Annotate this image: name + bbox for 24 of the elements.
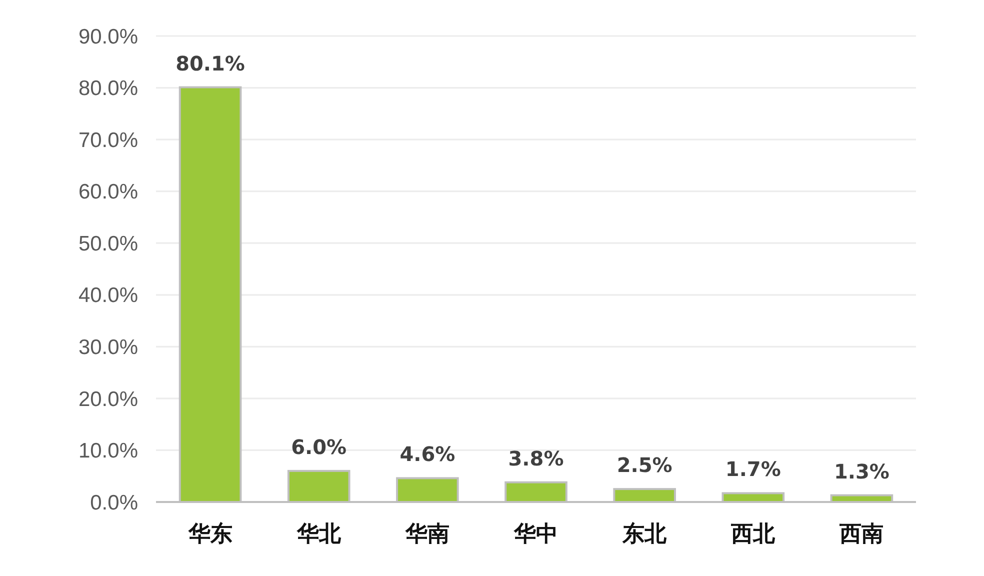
data-label: 4.6% bbox=[400, 442, 456, 466]
y-tick-label: 70.0% bbox=[78, 128, 138, 152]
data-label: 1.3% bbox=[834, 459, 890, 484]
y-tick-label: 90.0% bbox=[78, 25, 138, 48]
data-label: 3.8% bbox=[508, 446, 564, 470]
y-tick-label: 30.0% bbox=[78, 336, 138, 360]
y-tick-label: 20.0% bbox=[78, 388, 138, 411]
data-label: 1.7% bbox=[725, 457, 781, 482]
y-tick-label: 60.0% bbox=[78, 180, 138, 204]
x-tick-label: 西北 bbox=[730, 521, 776, 547]
y-tick-label: 0.0% bbox=[90, 491, 138, 514]
y-tick-label: 50.0% bbox=[78, 232, 138, 256]
data-label: 6.0% bbox=[291, 434, 347, 459]
y-tick-label: 10.0% bbox=[78, 440, 138, 463]
y-tick-label: 80.0% bbox=[78, 77, 138, 100]
x-tick-label: 华南 bbox=[404, 521, 450, 547]
x-tick-label: 华北 bbox=[296, 521, 342, 547]
x-tick-label: 华中 bbox=[513, 521, 558, 547]
x-tick-label: 西南 bbox=[838, 521, 884, 547]
x-tick-label: 华东 bbox=[187, 521, 232, 547]
x-tick-label: 东北 bbox=[622, 521, 668, 547]
y-tick-label: 40.0% bbox=[78, 284, 138, 308]
data-label: 2.5% bbox=[616, 453, 672, 478]
data-label: 80.1% bbox=[176, 51, 245, 76]
